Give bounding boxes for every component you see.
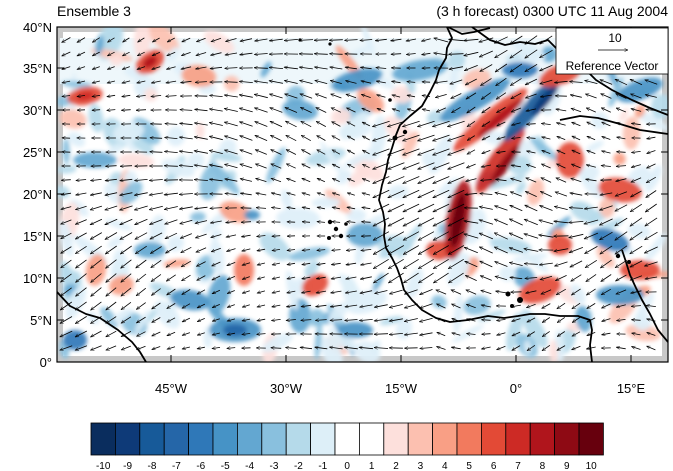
colorbar-box [505,422,531,456]
reference-vector-value: 10 [608,31,622,45]
colorbar-box [383,422,409,456]
colorbar-box [358,422,385,456]
lat-label-35n: 35°N [23,61,52,76]
colorbar-box [236,422,263,456]
colorbar-label: 7 [515,461,521,471]
colorbar-box [456,422,482,456]
colorbar-label: 3 [418,461,424,471]
lat-label-5n: 5°N [30,313,52,328]
lon-label-15w: 15°W [385,381,418,396]
colorbar-label: 4 [442,461,448,471]
lon-label-15e: 15°E [617,381,646,396]
latitude-axis [57,26,668,363]
colorbar-label: -2 [294,461,303,471]
colorbar-label: -3 [270,461,279,471]
colorbar-box [261,422,287,456]
coastline-south-america [57,291,147,362]
colorbar-box [188,422,214,456]
plot-title-left: Ensemble 3 [57,3,131,19]
reference-vector-label: Reference Vector [566,59,659,73]
plot-title-right: (3 h forecast) 0300 UTC 11 Aug 2004 [436,3,668,19]
coastline-africa-inner [559,115,668,135]
reference-vector-box: 10 Reference Vector [555,27,669,75]
lat-label-40n: 40°N [23,20,52,35]
longitude-axis [170,27,632,362]
colorbar-label: 9 [564,461,570,471]
colorbar-label: -6 [196,461,205,471]
colorbar-box [90,422,116,456]
colorbar-box [139,422,165,456]
colorbar-box [407,422,434,456]
colorbar-label: 5 [466,461,472,471]
lat-label-30n: 30°N [23,103,52,118]
lat-label-25n: 25°N [23,145,52,160]
lat-label-20n: 20°N [23,187,52,202]
colorbar-label: 0 [344,461,350,471]
colorbar-label: 8 [540,461,546,471]
coastline-iberia [447,27,491,35]
colorbar-box [212,422,238,456]
lon-label-30w: 30°W [270,381,303,396]
latitude-labels: 0° 5°N 10°N 15°N 20°N 25°N 30°N 35°N 40°… [23,20,52,370]
map-panel [56,26,669,363]
colorbar-label: 1 [369,461,375,471]
colorbar-label: -9 [123,461,132,471]
wind-vectors [60,35,658,351]
colorbar-box [163,422,189,456]
colorbar-box [334,422,360,456]
colorbar-label: 2 [393,461,399,471]
colorbar-box [115,422,141,456]
coastline-gulf-of-guinea-east [621,249,668,343]
colorbar-box [529,422,556,456]
colorbar-box [554,422,580,456]
colorbar-label: -7 [172,461,181,471]
colorbar-label: 10 [586,461,598,471]
colorbar-box [480,422,507,456]
colorbar-label: -10 [96,461,111,471]
colorbar-label: 6 [491,461,497,471]
colorbar-label: -4 [245,461,254,471]
colorbar-box [578,422,604,456]
longitude-labels: 45°W 30°W 15°W 0° 15°E [155,381,645,396]
colorbar-label: -1 [318,461,327,471]
lon-label-45w: 45°W [155,381,188,396]
colorbar-box [310,422,336,456]
lon-label-0: 0° [510,381,522,396]
colorbar-label: -5 [221,461,230,471]
colorbar-box [432,422,458,456]
lat-label-10n: 10°N [23,271,52,286]
lat-label-15n: 15°N [23,229,52,244]
colorbar-box [285,422,312,456]
colorbar-label: -8 [148,461,157,471]
colorbar: -10 -9 -8 -7 -6 -5 -4 -3 -2 -1 0 1 2 3 4 5 6 7 8 9 10 [90,422,604,471]
lat-label-0: 0° [40,355,52,370]
